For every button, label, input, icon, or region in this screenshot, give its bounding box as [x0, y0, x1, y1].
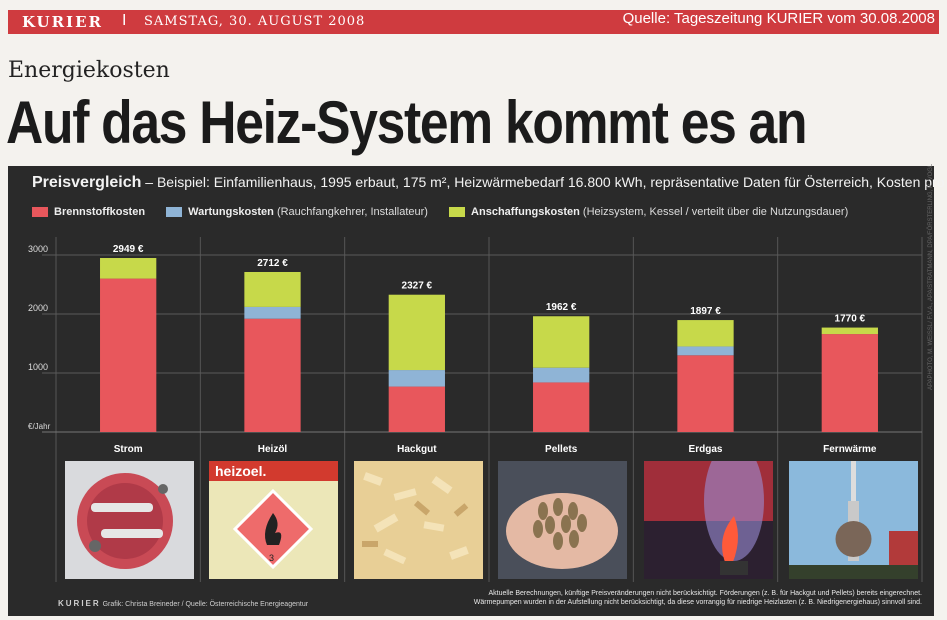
masthead-date: SAMSTAG, 30. AUGUST 2008 [144, 14, 366, 29]
bar-segment-wartungskosten [244, 306, 301, 319]
masthead-separator: I [122, 12, 127, 29]
hazard-class-number: 3 [269, 553, 274, 563]
bar-segment-anschaffungskosten [388, 294, 445, 371]
bar-segment-anschaffungskosten [533, 316, 590, 368]
bar-segment-brennstoffkosten [100, 278, 157, 432]
bar-segment-brennstoffkosten [244, 318, 301, 432]
category-label: Pellets [545, 444, 578, 455]
pellets-icon [498, 461, 627, 579]
legend-item-wartung: Wartungskosten (Rauchfangkehrer, Install… [166, 206, 428, 218]
y-tick-label: 1000 [28, 362, 48, 372]
legend-swatch [166, 207, 183, 218]
legend-item-anschaffung: Anschaffungskosten (Heizsystem, Kessel /… [449, 206, 848, 218]
masthead: KURIER I SAMSTAG, 30. AUGUST 2008 Quelle… [8, 10, 939, 34]
bar-total-label: 1897 € [690, 306, 721, 317]
oil-hazard-sign-icon: heizoel. 3 [209, 461, 338, 579]
bar-segment-wartungskosten [533, 367, 590, 383]
y-axis-label: €/Jahr [28, 422, 51, 431]
bar-total-label: 2712 € [257, 258, 288, 269]
category-label: Erdgas [689, 444, 723, 455]
legend-name: Anschaffungskosten [471, 206, 580, 219]
category-label: Strom [114, 444, 143, 455]
credit-brand: KURIER [58, 599, 101, 608]
electric-heater-icon [65, 461, 194, 579]
wood-chips-icon [354, 461, 483, 579]
bar-segment-anschaffungskosten [100, 258, 157, 279]
subtitle-bold: Preisvergleich [32, 174, 142, 191]
heizoel-sign-text: heizoel. [215, 463, 266, 479]
category-label: Heizöl [258, 444, 288, 455]
bar-segment-brennstoffkosten [821, 334, 878, 432]
bar-segment-brennstoffkosten [533, 382, 590, 432]
kicker: Energiekosten [8, 58, 170, 83]
bar-total-label: 1962 € [546, 302, 577, 313]
source-note: Quelle: Tageszeitung KURIER vom 30.08.20… [622, 10, 935, 27]
masthead-brand: KURIER [22, 13, 103, 31]
footnote-line: Aktuelle Berechnungen, künftige Preisver… [488, 590, 922, 597]
legend-item-brennstoff: Brennstoffkosten [32, 206, 145, 218]
bar-total-label: 2949 € [113, 244, 144, 255]
bar-segment-anschaffungskosten [821, 327, 878, 335]
bar-segment-anschaffungskosten [677, 320, 734, 347]
legend-swatch [32, 207, 48, 218]
photo-credit-vertical: APAPHOTO, M. WEISSL/ F.V.A., APA/STRATMA… [928, 163, 934, 390]
y-tick-label: 3000 [28, 244, 48, 254]
legend-detail: (Rauchfangkehrer, Installateur) [273, 206, 428, 219]
chart-panel: Preisvergleich – Beispiel: Einfamilienha… [8, 166, 947, 616]
graphic-credit: KURIER Grafik: Christa Breineder / Quell… [58, 599, 308, 608]
bar-total-label: 1770 € [835, 314, 866, 325]
bar-segment-anschaffungskosten [244, 271, 301, 307]
legend-detail: (Heizsystem, Kessel / verteilt über die … [579, 206, 849, 219]
legend-name: Brennstoffkosten [54, 206, 146, 219]
stacked-bar-chart: 3000 2000 1000 €/Jahr 2949 € Strom 2712 € Heizö… [28, 237, 923, 582]
y-tick-label: 2000 [28, 303, 48, 313]
bar-segment-wartungskosten [388, 370, 445, 387]
bar-segment-brennstoffkosten [388, 386, 445, 432]
legend: Brennstoffkosten Wartungskosten (Rauchfa… [32, 206, 866, 218]
footnote: Aktuelle Berechnungen, künftige Preisver… [452, 589, 922, 607]
gas-flame-icon [644, 461, 773, 579]
headline: Auf das Heiz-System kommt es an [6, 89, 807, 156]
category-label: Hackgut [397, 444, 437, 455]
credit-text: Grafik: Christa Breineder / Quelle: Öste… [100, 601, 309, 608]
bar-total-label: 2327 € [402, 281, 433, 292]
category-label: Fernwärme [823, 444, 877, 455]
legend-name: Wartungskosten [188, 206, 274, 219]
bar-segment-wartungskosten [677, 346, 734, 356]
tv-tower-icon [789, 461, 918, 579]
chart-subtitle: Preisvergleich – Beispiel: Einfamilienha… [32, 174, 947, 192]
footnote-line: Wärmepumpen wurden in der Aufstellung ni… [473, 599, 922, 606]
legend-swatch [449, 207, 466, 218]
subtitle-text: – Beispiel: Einfamilienhaus, 1995 erbaut… [141, 174, 947, 190]
bar-segment-brennstoffkosten [677, 355, 734, 432]
